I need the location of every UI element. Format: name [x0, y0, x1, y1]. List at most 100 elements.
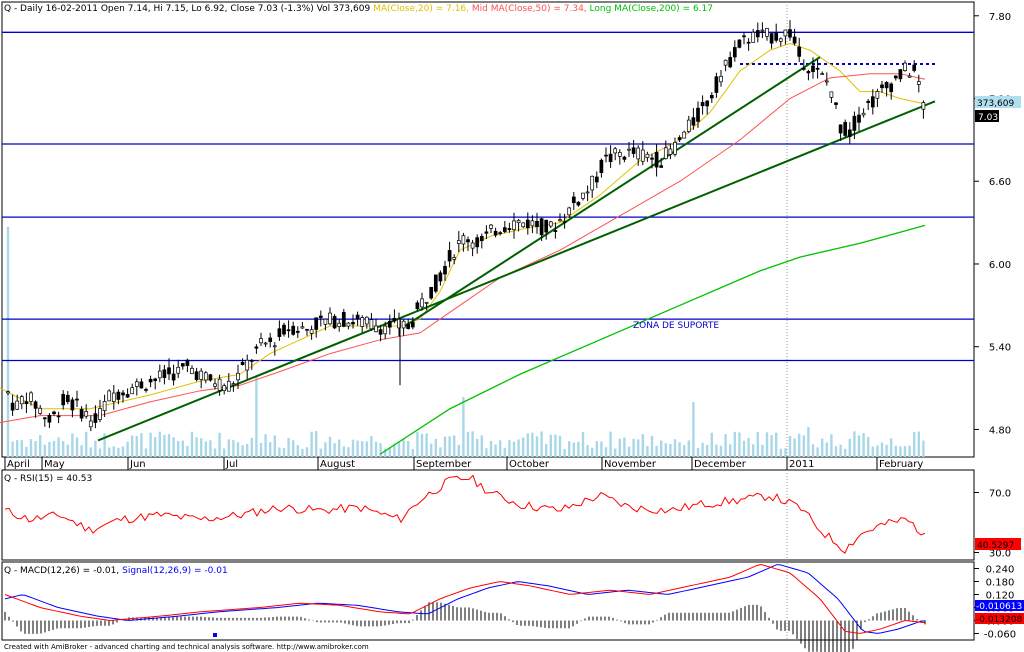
candle-18: [88, 415, 93, 432]
macd-badge-text: -0.010613: [976, 602, 1022, 612]
candle-66: [309, 325, 314, 340]
volume-bar-183: [848, 438, 851, 457]
candle-8: [42, 417, 47, 427]
candle-body-152: [705, 100, 710, 107]
rsi-pane[interactable]: [1, 469, 975, 561]
candle-154: [714, 72, 719, 98]
volume-bar-36: [172, 437, 175, 457]
volume-bar-172: [798, 433, 801, 457]
candle-167: [774, 23, 779, 43]
candle-body-131: [608, 153, 613, 163]
candle-137: [636, 145, 641, 166]
candle-body-195: [903, 62, 907, 71]
candle-body-36: [171, 373, 176, 381]
volume-bar-90: [420, 433, 424, 457]
volume-bar-107: [499, 440, 502, 457]
candle-103: [479, 233, 484, 249]
candle-51: [240, 358, 245, 366]
candle-92: [429, 286, 434, 300]
candle-79: [369, 312, 374, 331]
candle-135: [627, 142, 631, 157]
volume-bar-145: [673, 439, 677, 457]
xtick-label-6: October: [509, 459, 550, 470]
candle-body-55: [259, 338, 263, 344]
candle-109: [507, 222, 512, 233]
candle-71: [332, 314, 337, 330]
candle-body-143: [663, 147, 668, 160]
candle-80: [374, 318, 378, 333]
candle-182: [843, 119, 848, 138]
volume-bar-167: [775, 432, 778, 457]
candle-body-51: [240, 361, 245, 366]
volume-bar-27: [131, 435, 134, 457]
candle-body-66: [309, 329, 314, 334]
candle-198: [916, 74, 921, 93]
candle-0: [6, 390, 10, 396]
volume-bar-163: [756, 432, 759, 457]
volume-bar-175: [811, 444, 815, 457]
volume-bar-8: [43, 444, 46, 457]
xtick-label-0: April: [7, 459, 30, 470]
candle-body-48: [226, 380, 231, 392]
candle-69: [323, 318, 328, 331]
candle-body-35: [167, 367, 171, 375]
candle-body-6: [33, 401, 38, 409]
candle-110: [512, 212, 516, 239]
candle-body-30: [144, 389, 148, 391]
candle-41: [194, 367, 199, 382]
macd-pane[interactable]: [1, 561, 975, 641]
candle-body-15: [75, 398, 79, 401]
candle-body-150: [696, 107, 700, 122]
candle-body-132: [613, 148, 618, 154]
candle-body-147: [682, 131, 687, 139]
candle-49: [231, 381, 236, 392]
volume-bar-99: [462, 397, 465, 457]
candle-197: [912, 60, 917, 73]
candle-52: [245, 354, 250, 380]
candle-166: [769, 33, 774, 49]
volume-badge: [975, 96, 1021, 108]
price-pane[interactable]: [1, 1, 975, 458]
candle-body-43: [203, 372, 208, 381]
candle-192: [889, 82, 894, 100]
candle-body-39: [185, 359, 190, 366]
volume-bar-87: [407, 440, 410, 457]
candle-body-78: [364, 316, 369, 325]
candle-body-146: [677, 137, 682, 141]
candle-body-32: [153, 378, 158, 382]
volume-bar-171: [793, 438, 796, 457]
candle-126: [585, 185, 590, 202]
candle-97: [452, 254, 457, 265]
volume-bar-77: [361, 441, 364, 457]
volume-bar-180: [834, 446, 838, 457]
candle-123: [571, 191, 576, 211]
volume-bar-179: [830, 434, 833, 457]
candle-body-125: [581, 192, 585, 199]
candle-74: [346, 322, 351, 330]
volume-bar-102: [476, 438, 479, 457]
candle-body-83: [387, 320, 392, 328]
volume-bar-91: [425, 433, 428, 457]
candle-104: [484, 225, 489, 240]
volume-bar-130: [604, 447, 608, 457]
volume-bar-22: [108, 447, 111, 457]
candle-body-122: [567, 207, 572, 216]
candle-body-60: [282, 324, 286, 335]
candle-61: [286, 320, 291, 338]
candle-body-192: [889, 83, 894, 93]
candle-35: [167, 358, 171, 381]
volume-bar-80: [374, 441, 378, 457]
candle-148: [686, 115, 691, 134]
volume-bar-190: [880, 442, 884, 457]
candle-body-118: [548, 221, 553, 227]
candle-body-184: [852, 115, 857, 131]
candle-62: [291, 321, 296, 336]
volume-bar-65: [305, 447, 309, 457]
candle-body-109: [507, 228, 512, 230]
volume-bar-76: [356, 440, 359, 457]
volume-bar-59: [278, 447, 281, 457]
volume-bar-21: [103, 433, 106, 457]
volume-bar-122: [568, 441, 571, 457]
candle-77: [360, 315, 365, 333]
